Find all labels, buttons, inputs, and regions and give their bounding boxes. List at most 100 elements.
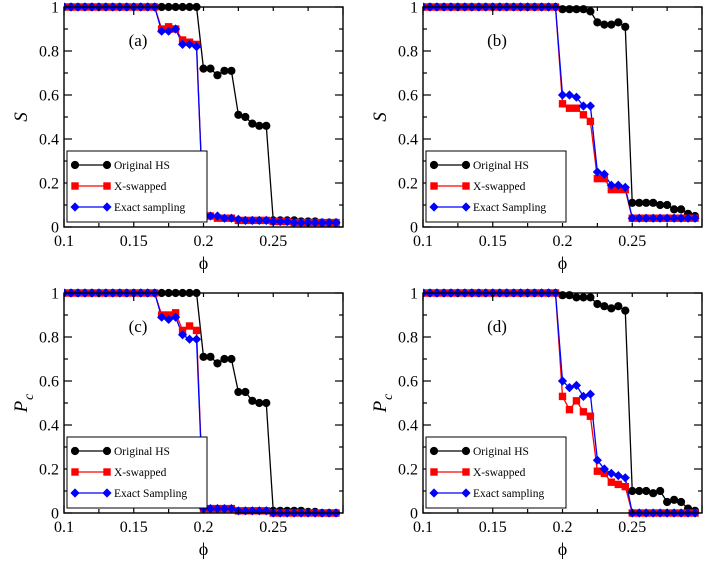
data-point	[219, 213, 230, 223]
x-tick-label: 0.25	[618, 233, 646, 250]
legend-entry-label: X-swapped	[114, 181, 167, 193]
data-point	[324, 218, 334, 228]
data-point	[331, 218, 341, 228]
data-point	[261, 506, 271, 516]
y-tick-label: 0.4	[398, 418, 418, 435]
data-point	[655, 213, 665, 223]
data-point	[669, 213, 679, 223]
data-point	[579, 408, 588, 416]
data-point	[670, 205, 679, 214]
data-point	[565, 405, 574, 414]
data-point	[585, 389, 595, 399]
legend-entry-label: Original HS	[114, 160, 170, 172]
x-tick-label: 0.1	[413, 233, 433, 250]
y-tick-label: 0.2	[398, 462, 418, 479]
y-tick-label: 1	[51, 0, 59, 17]
data-point	[254, 215, 264, 225]
data-point	[205, 211, 216, 221]
data-point	[663, 497, 672, 507]
data-point	[185, 322, 194, 330]
data-point	[199, 352, 208, 361]
panel-label: (d)	[487, 317, 507, 336]
data-point	[206, 352, 215, 361]
data-point	[621, 482, 629, 491]
panel-label: (c)	[129, 317, 148, 336]
legend-entry-label: Original HS	[473, 160, 529, 172]
data-point	[261, 215, 271, 225]
y-tick-label: 0.2	[398, 176, 418, 193]
y-tick-label: 0.6	[39, 88, 59, 105]
legend-entry-label: Exact Sampling	[114, 488, 187, 500]
legend-entry-label: Exact Sampling	[473, 202, 546, 214]
y-tick-label: 1	[410, 286, 418, 303]
data-point	[621, 306, 630, 315]
data-point	[234, 387, 243, 397]
legend-marker	[461, 446, 471, 456]
x-tick-label: 0.15	[479, 233, 507, 250]
data-point	[212, 211, 223, 221]
data-point	[642, 198, 651, 207]
y-axis-label: Pc	[370, 393, 396, 414]
data-point	[635, 198, 644, 207]
data-point	[262, 121, 271, 130]
x-tick-label: 0.25	[259, 519, 287, 536]
data-point	[663, 200, 672, 210]
data-point	[572, 397, 581, 405]
data-point	[649, 489, 658, 498]
data-point	[593, 18, 602, 27]
y-tick-label: 0.6	[398, 88, 418, 105]
data-point	[248, 396, 257, 405]
y-tick-label: 0.4	[39, 132, 59, 149]
data-point	[255, 398, 264, 408]
y-tick-label: 0.4	[39, 418, 59, 435]
data-point	[579, 111, 588, 119]
data-point	[614, 480, 622, 489]
x-tick-label: 0.2	[194, 233, 214, 250]
x-axis-label: ϕ	[199, 539, 208, 559]
data-point	[199, 64, 208, 73]
data-point	[206, 64, 215, 73]
legend-marker	[103, 182, 111, 190]
y-axis-label: S	[370, 112, 391, 122]
data-point	[226, 213, 236, 223]
x-tick-label: 0.1	[413, 519, 433, 536]
legend-marker	[103, 468, 111, 476]
y-tick-label: 0	[410, 220, 418, 237]
x-axis-label: ϕ	[558, 539, 567, 559]
data-point	[213, 359, 222, 368]
data-point	[614, 302, 623, 311]
data-point	[157, 26, 167, 36]
legend-entry-label: Original HS	[473, 446, 529, 458]
data-point	[578, 101, 589, 111]
data-point	[240, 506, 250, 516]
legend: Original HS X-swapped Exact Sampling	[66, 436, 208, 509]
data-point	[198, 504, 209, 514]
data-point	[247, 215, 257, 225]
data-point	[564, 383, 575, 393]
y-tick-label: 0.8	[39, 330, 59, 347]
data-point	[557, 90, 568, 100]
y-tick-label: 0.6	[398, 374, 418, 391]
data-point	[275, 216, 285, 227]
legend-entry-label: Exact sampling	[114, 202, 185, 214]
x-tick-label: 0.25	[618, 519, 646, 536]
data-point	[268, 216, 278, 227]
data-point	[648, 213, 658, 223]
data-point	[219, 504, 230, 514]
y-tick-label: 0.8	[398, 330, 418, 347]
x-tick-label: 0.15	[120, 519, 148, 536]
data-point	[683, 213, 693, 223]
data-point	[620, 473, 630, 483]
data-point	[241, 387, 250, 397]
data-point	[558, 392, 567, 401]
data-point	[621, 22, 630, 31]
data-point	[240, 215, 250, 225]
data-point	[607, 304, 616, 313]
y-tick-label: 0.8	[39, 44, 59, 61]
data-point	[254, 506, 264, 516]
data-point	[220, 66, 229, 75]
data-point	[586, 293, 595, 302]
x-tick-label: 0.1	[54, 233, 74, 250]
data-point	[212, 504, 223, 514]
data-point	[613, 180, 623, 190]
